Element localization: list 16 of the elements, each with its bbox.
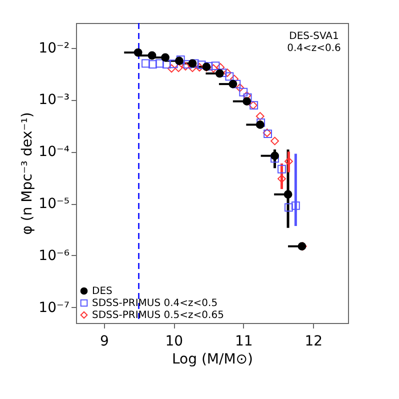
x-tick-label: 12 bbox=[304, 334, 323, 350]
y-tick-label: 10⁻⁵ bbox=[38, 196, 70, 212]
legend-label: SDSS-PRIMUS 0.4<z<0.5 bbox=[92, 298, 218, 309]
y-tick-label: 10⁻⁶ bbox=[38, 248, 70, 264]
y-tick-label: 10⁻³ bbox=[38, 92, 70, 108]
x-axis-title: Log (M/M⊙) bbox=[172, 352, 253, 368]
x-tick-label: 9 bbox=[100, 334, 109, 350]
y-tick-label: 10⁻² bbox=[38, 40, 70, 56]
x-tick-label: 10 bbox=[165, 334, 184, 350]
legend-label: DES bbox=[92, 286, 112, 297]
y-tick-label: 10⁻⁷ bbox=[38, 300, 70, 316]
y-tick-label: 10⁻⁴ bbox=[38, 144, 70, 160]
annotation: 0.4<z<0.6 bbox=[287, 43, 341, 54]
y-axis-title: φ (n Mpc⁻³ dex⁻¹) bbox=[20, 112, 36, 235]
annotation: DES-SVA1 bbox=[289, 31, 339, 42]
x-tick-label: 11 bbox=[234, 334, 253, 350]
